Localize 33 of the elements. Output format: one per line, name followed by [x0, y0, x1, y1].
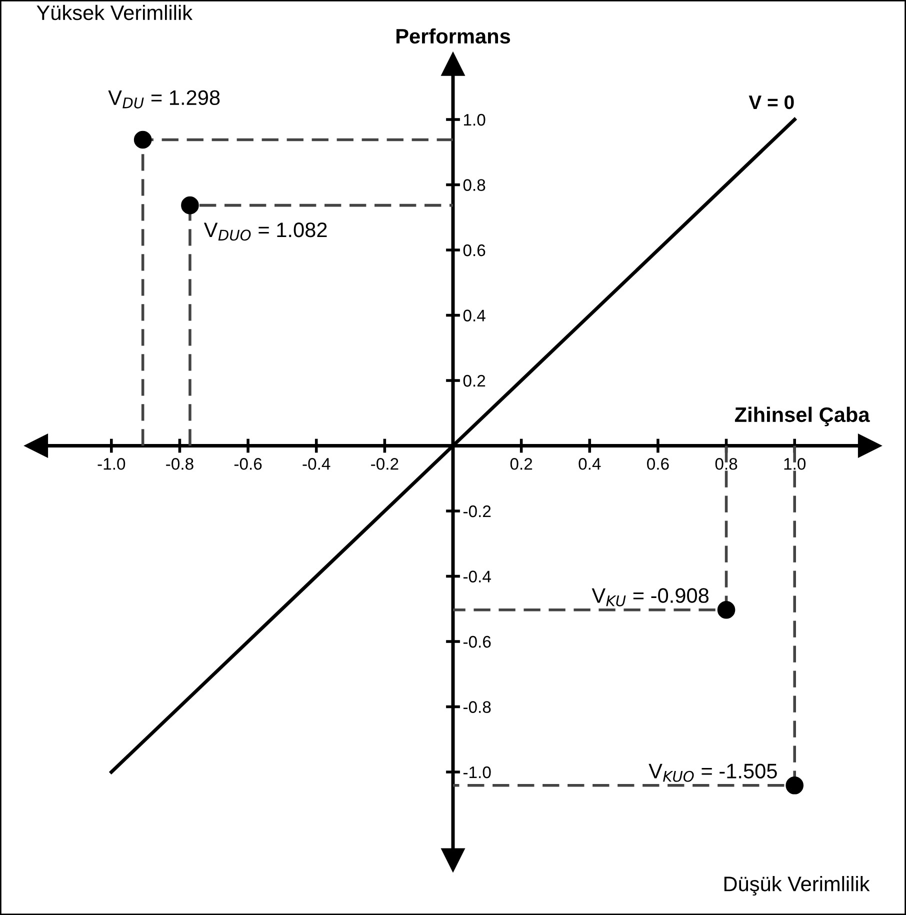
- annotation: V$_{KUO}$ = -1.505: [648, 764, 777, 782]
- x-tick-label: -0.4: [302, 458, 330, 470]
- x-tick-label: -0.8: [166, 458, 194, 470]
- x-tick-label: 0.6: [647, 458, 669, 470]
- point: [786, 776, 804, 794]
- y-tick-label: -1.0: [463, 766, 491, 778]
- point: [181, 196, 199, 214]
- series-label: V = 0: [748, 95, 794, 110]
- x-tick-label: -0.6: [234, 458, 262, 470]
- y-tick-label: -0.4: [463, 570, 491, 582]
- x-axis-title: Zihinsel Çaba: [734, 406, 870, 426]
- y-tick-label: 0.4: [463, 310, 486, 322]
- x-tick-label: -1.0: [98, 458, 126, 470]
- y-tick-label: -0.2: [463, 505, 491, 518]
- text: Düşük Verimlilik: [724, 876, 870, 896]
- y-axis-title: Performans: [396, 28, 510, 44]
- y-tick-label: 1.0: [464, 114, 486, 126]
- x-tick-label: 0.4: [578, 458, 601, 470]
- x-tick-label: -0.2: [371, 458, 398, 470]
- x-tick-label: 0.2: [510, 458, 532, 470]
- annotation: V$_{DU}$ = 1.298: [108, 90, 220, 108]
- y-tick-label: 0.2: [463, 374, 486, 387]
- x-tick-label: 0.8: [715, 458, 738, 470]
- y-tick-label: 0.6: [463, 244, 486, 256]
- y-tick-label: 0.8: [463, 179, 486, 191]
- point: [134, 130, 152, 149]
- point: [717, 600, 736, 619]
- x-tick-label: 1.0: [784, 458, 806, 470]
- y-tick-label: -0.6: [463, 636, 491, 648]
- text: Yüksek Verimlilik: [36, 4, 193, 20]
- y-tick-label: -0.8: [463, 701, 491, 713]
- annotation: V$_{DUO}$ = 1.082: [204, 222, 327, 241]
- annotation: V$_{KU}$ = -0.908: [592, 588, 709, 606]
